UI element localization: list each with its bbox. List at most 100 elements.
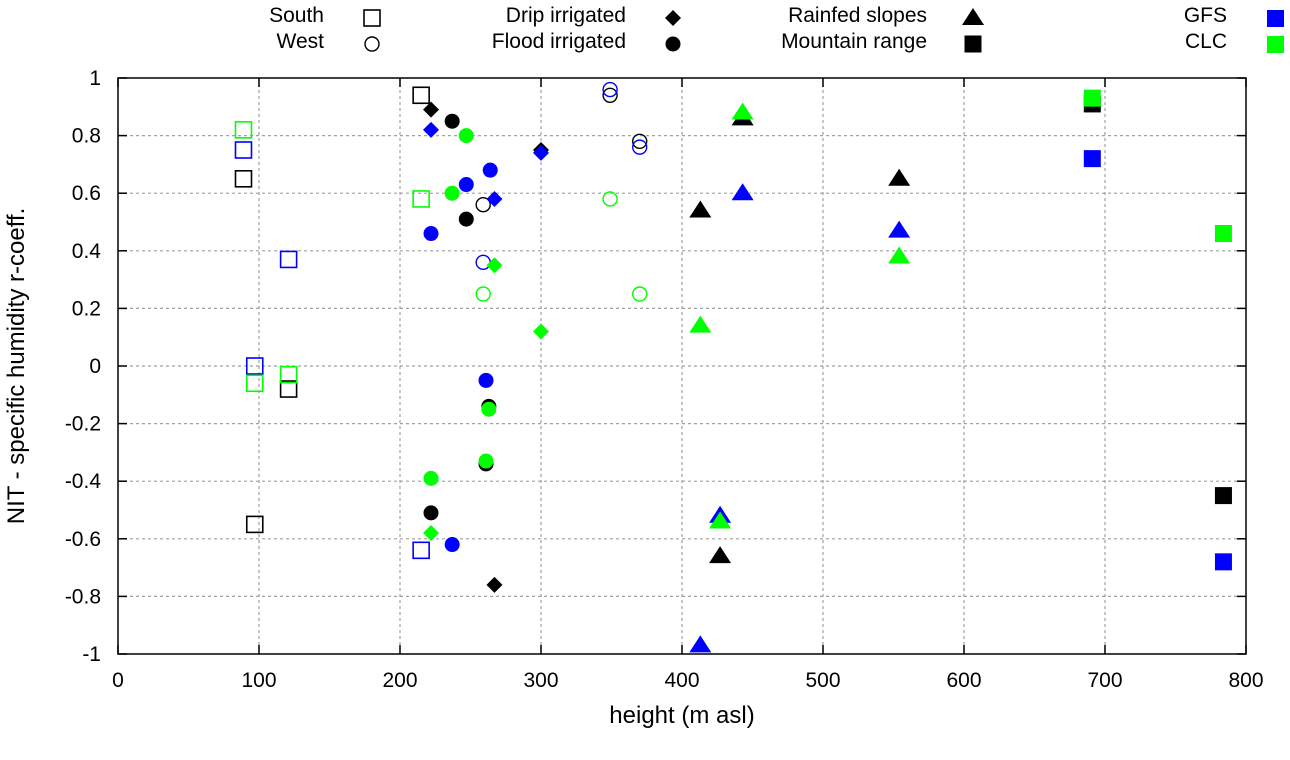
data-point-filled-diamond <box>423 101 440 118</box>
y-tick-label: -0.4 <box>65 470 102 493</box>
grid <box>118 78 1246 654</box>
data-point-filled-triangle <box>888 168 911 186</box>
data-point-open-square <box>234 121 253 139</box>
data-point-open-square <box>279 250 298 269</box>
legend-label: Rainfed slopes <box>788 4 927 27</box>
legend-label: Flood irrigated <box>492 30 626 53</box>
x-tick-label: 500 <box>805 669 840 692</box>
data-point-filled-triangle <box>731 183 754 201</box>
legend-label: South <box>269 4 324 27</box>
y-axis-label: NIT - specific humidity r-coeff. <box>3 208 30 525</box>
series-mountain-range-gfs <box>1083 150 1232 571</box>
data-point-open-square <box>279 380 298 398</box>
y-tick-label: -0.2 <box>65 413 101 436</box>
legend-marker-filled-square <box>964 35 982 53</box>
data-point-open-circle <box>602 191 618 207</box>
legend: South West Drip irrigated Flood irrigated Ra… <box>269 4 1284 53</box>
y-tick-label: -0.8 <box>65 585 101 608</box>
y-tick-label: 0.2 <box>72 297 101 320</box>
data-point-open-square <box>279 365 298 384</box>
data-point-filled-circle <box>458 128 474 144</box>
data-point-open-circle <box>602 87 618 103</box>
data-point-filled-triangle <box>888 220 911 238</box>
series-rainfed-slopes <box>689 108 911 564</box>
data-point-filled-square <box>1083 89 1101 107</box>
data-point-open-square <box>412 86 430 105</box>
data-point-filled-triangle <box>689 635 712 653</box>
series-drip-irrigated-gfs <box>423 121 549 207</box>
data-point-filled-triangle <box>888 246 911 264</box>
x-tick-label: 300 <box>523 669 558 692</box>
y-tick-label: 0.6 <box>72 182 101 205</box>
series-drip-irrigated-clc <box>423 257 549 542</box>
data-point-filled-triangle <box>689 315 712 333</box>
data-point-filled-square <box>1214 487 1232 505</box>
data-point-filled-square <box>1083 150 1101 168</box>
plot-frame <box>117 77 1247 655</box>
data-point-filled-diamond <box>533 144 549 161</box>
series-rainfed-slopes-gfs <box>689 183 911 653</box>
data-points <box>234 81 1232 653</box>
series-mountain-range <box>1083 95 1232 505</box>
data-point-filled-circle <box>423 470 439 486</box>
data-point-filled-triangle <box>709 546 732 564</box>
legend-color-swatch <box>1267 10 1284 27</box>
data-point-open-circle <box>475 197 491 213</box>
data-point-filled-triangle <box>731 102 754 120</box>
x-tick-label: 0 <box>112 669 124 692</box>
series-west-clc <box>475 191 648 302</box>
x-tick-label: 100 <box>241 669 276 692</box>
data-point-filled-diamond <box>486 257 503 274</box>
data-point-filled-circle <box>478 453 494 469</box>
x-tick-label: 200 <box>382 669 417 692</box>
x-tick-label: 400 <box>664 669 699 692</box>
series-flood-irrigated-clc <box>423 128 497 486</box>
data-point-filled-circle <box>444 537 460 553</box>
y-tick-label: -1 <box>82 643 101 666</box>
data-point-filled-triangle <box>709 511 732 529</box>
series-west <box>475 87 648 213</box>
tick-labels: 0 100 200 300 400 500 600 700 800 -1 -0.8 -0.6 -0.4 -… <box>65 67 1264 692</box>
data-point-filled-circle <box>444 185 460 201</box>
legend-marker-open-circle <box>364 36 380 52</box>
legend-marker-filled-circle <box>665 36 681 52</box>
legend-marker-open-square <box>363 9 381 27</box>
data-point-filled-diamond <box>423 121 440 138</box>
legend-color-swatch <box>1267 36 1284 53</box>
x-tick-label: 700 <box>1087 669 1122 692</box>
data-point-open-square <box>412 190 430 208</box>
series-south <box>234 86 430 534</box>
data-point-open-square <box>234 170 253 188</box>
series-mountain-range-clc <box>1083 89 1232 243</box>
data-point-open-circle <box>632 286 648 302</box>
y-tick-label: 1 <box>89 67 101 90</box>
x-axis-label: height (m asl) <box>609 702 754 729</box>
data-point-open-square <box>245 515 264 534</box>
legend-label: Mountain range <box>781 30 927 53</box>
legend-label: Drip irrigated <box>506 4 626 27</box>
legend-label: CLC <box>1185 30 1227 53</box>
y-tick-label: 0.8 <box>72 125 101 148</box>
y-tick-label: 0.4 <box>72 240 102 263</box>
data-point-open-circle <box>602 81 618 98</box>
data-point-open-square <box>245 357 264 375</box>
data-point-open-circle <box>475 286 491 302</box>
data-point-filled-square <box>1214 553 1232 571</box>
data-point-filled-diamond <box>486 576 503 593</box>
legend-marker-filled-triangle <box>962 8 984 25</box>
data-point-filled-circle <box>444 113 460 129</box>
data-point-open-square <box>412 541 430 560</box>
data-point-open-circle <box>632 133 648 150</box>
data-point-filled-diamond <box>533 323 549 340</box>
data-point-filled-circle <box>458 211 474 227</box>
data-point-filled-circle <box>482 162 498 178</box>
data-point-open-circle <box>632 139 648 155</box>
x-tick-label: 800 <box>1228 669 1263 692</box>
series-south-clc <box>234 121 430 393</box>
data-point-filled-circle <box>423 505 439 521</box>
series-rainfed-slopes-clc <box>689 102 911 529</box>
data-point-filled-square <box>1214 225 1232 243</box>
legend-label: GFS <box>1184 4 1227 27</box>
data-point-filled-circle <box>423 226 439 242</box>
